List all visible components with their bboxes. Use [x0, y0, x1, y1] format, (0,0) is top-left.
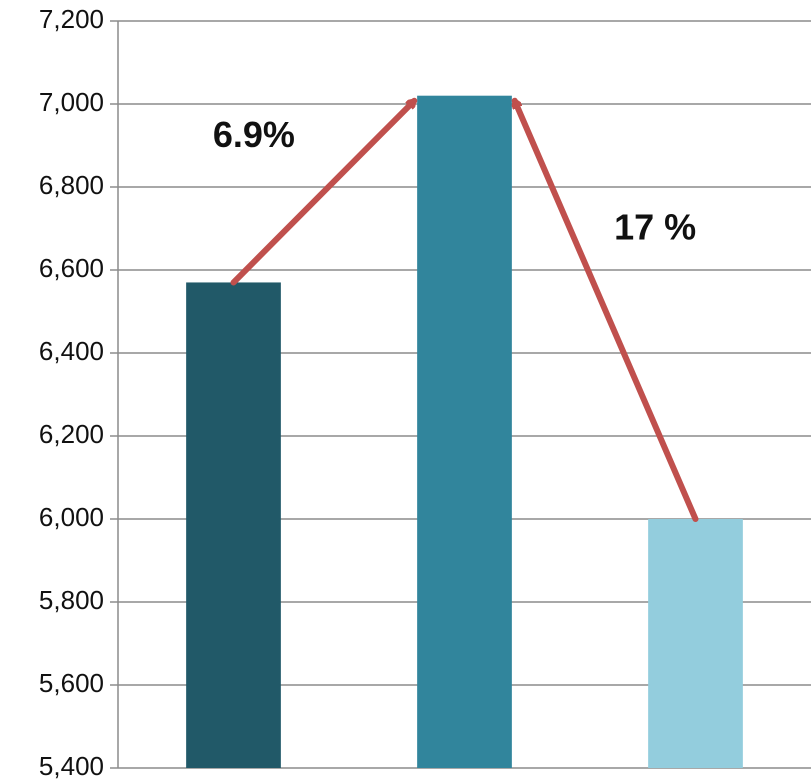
annotation-arrow-1	[230, 97, 418, 286]
bar-3	[648, 519, 743, 768]
y-tick-label: 5,400	[39, 751, 104, 781]
y-tick-label: 5,800	[39, 585, 104, 615]
y-tick-label: 6,600	[39, 253, 104, 283]
axes	[110, 20, 119, 769]
y-tick-label: 5,600	[39, 668, 104, 698]
y-tick-label: 6,200	[39, 419, 104, 449]
y-tick-label: 6,400	[39, 336, 104, 366]
y-tick-label: 6,800	[39, 170, 104, 200]
annotations: 6.9% 17 %	[213, 97, 699, 522]
bar-1	[186, 282, 281, 768]
y-tick-label: 7,000	[39, 87, 104, 117]
y-tick-labels: 5,400 5,600 5,800 6,000 6,200 6,400 6,600 6,800…	[39, 4, 104, 781]
y-tick-label: 7,200	[39, 4, 104, 34]
bar-2	[417, 95, 512, 768]
bars	[186, 95, 743, 768]
annotation-arrow-2	[515, 97, 699, 522]
annotation-label-2: 17 %	[614, 206, 696, 247]
annotation-label-1: 6.9%	[213, 114, 295, 155]
y-tick-label: 6,000	[39, 502, 104, 532]
